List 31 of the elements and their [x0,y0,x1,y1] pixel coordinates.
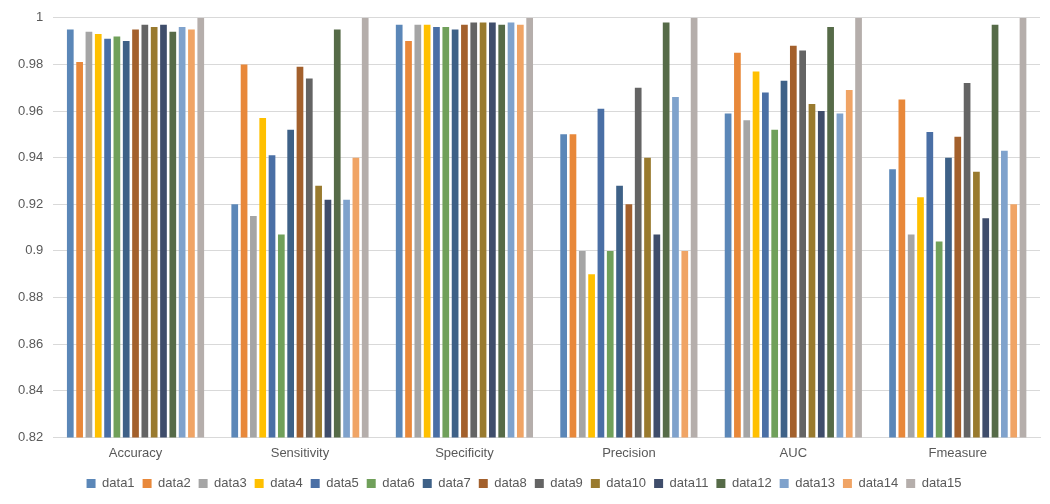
legend-label: data4 [270,475,303,491]
y-tick-label: 0.98 [17,56,44,71]
y-tick-label: 0.92 [17,195,44,211]
legend-label: data11 [669,475,709,491]
y-tick-label: 0.84 [17,382,44,398]
legend-label: data15 [921,475,962,491]
x-tick-label: Precision [602,444,656,460]
x-tick-label: Accuracy [108,444,163,460]
legend-label: data2 [158,475,191,491]
x-tick-label: Specificity [435,444,495,460]
legend-label: data5 [326,475,359,491]
legend-label: data3 [214,475,247,491]
y-tick-label: 0.96 [17,102,44,118]
legend-label: data14 [858,475,899,491]
y-tick-label: 0.86 [17,335,44,351]
x-tick-label: AUC [779,444,808,460]
y-tick-label: 0.94 [17,149,44,165]
legend-label: data1 [102,475,135,491]
legend-label: data6 [382,475,415,491]
x-tick-label: Fmeasure [928,444,988,460]
legend-label: data12 [731,475,772,491]
legend-label: data7 [438,475,471,491]
legend-label: data9 [550,475,583,491]
x-tick-label: Sensitivity [270,444,330,460]
y-tick-label: 0.88 [17,289,44,305]
y-tick-label: 1 [36,9,44,25]
legend-label: data8 [494,475,527,491]
legend-label: data13 [795,475,835,491]
legend-label: data10 [606,475,647,491]
y-tick-label: 0.82 [17,428,44,444]
y-tick-label: 0.9 [25,242,44,258]
